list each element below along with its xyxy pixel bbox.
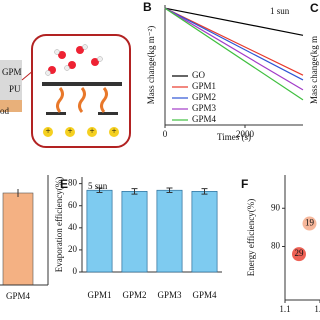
bar xyxy=(191,191,218,273)
bar xyxy=(156,189,183,273)
legend-label: GO xyxy=(192,70,205,80)
y-tick-label: 80 xyxy=(68,178,78,188)
diagram-label: GPM xyxy=(2,67,22,77)
line xyxy=(164,7,304,81)
legend-label: GPM3 xyxy=(192,103,217,113)
y-tick-label: 40 xyxy=(68,222,78,232)
y-axis-title: Mass change(kg m⁻²) xyxy=(146,26,156,104)
svg-text:+: + xyxy=(111,126,116,136)
molecules xyxy=(45,44,103,76)
zoom-box xyxy=(31,34,131,148)
point xyxy=(302,216,317,231)
partial-bar-panel: GPM4 xyxy=(0,175,49,301)
x-tick-label: GPM3 xyxy=(157,290,182,300)
y-tick-label: 60 xyxy=(68,200,78,210)
diagram-label: od xyxy=(0,106,10,116)
charges: + + + + xyxy=(43,126,119,137)
error-bar xyxy=(96,187,103,193)
y-tick-label: 0 xyxy=(73,266,78,276)
annotation: 5 sun xyxy=(88,181,108,191)
panel-label: F xyxy=(241,177,248,191)
line xyxy=(164,7,304,101)
line xyxy=(164,7,304,76)
legend-label: GPM4 xyxy=(192,114,217,124)
plate xyxy=(46,112,66,115)
y-tick-label: 20 xyxy=(68,244,78,254)
plate xyxy=(42,82,122,86)
axis-title: Mass change(kg m xyxy=(309,36,319,104)
error-bar xyxy=(131,188,138,195)
y-axis-title: Energy efficiency(%) xyxy=(246,199,256,276)
panel-label: B xyxy=(143,0,152,14)
layer xyxy=(0,100,22,112)
line xyxy=(164,7,304,91)
point-label: 19 xyxy=(305,218,315,228)
x-tick-label: 1.2 xyxy=(314,304,320,314)
category-label: GPM4 xyxy=(6,291,31,301)
point xyxy=(292,247,306,262)
annotation: 1 sun xyxy=(270,6,290,16)
x-tick-label: GPM2 xyxy=(122,290,146,300)
diagram-label: PU xyxy=(9,84,21,94)
svg-text:+: + xyxy=(89,126,94,136)
panel-label: C xyxy=(310,1,319,15)
x-tick-label: 1.1 xyxy=(279,304,290,314)
svg-text:+: + xyxy=(67,126,72,136)
point-label: 29 xyxy=(295,248,305,258)
y-tick-label: 80 xyxy=(271,241,281,251)
panel-label: E xyxy=(60,177,68,191)
legend-label: GPM1 xyxy=(192,81,216,91)
x-axis-title: Times (s) xyxy=(217,132,251,142)
y-axis-title: Evaporation efficiency(%) xyxy=(54,177,64,273)
bar xyxy=(121,191,148,273)
bar xyxy=(2,192,34,286)
x-tick-label: 2000 xyxy=(236,129,255,139)
svg-text:+: + xyxy=(45,126,50,136)
plate xyxy=(98,112,118,115)
legend-label: GPM2 xyxy=(192,92,216,102)
y-tick-label: 90 xyxy=(271,202,281,212)
schematic: + + + + GPM PU od xyxy=(0,34,131,148)
x-tick-label: GPM4 xyxy=(192,290,217,300)
x-tick-label: GPM1 xyxy=(87,290,111,300)
x-tick-label: 0 xyxy=(163,129,168,139)
error-bar xyxy=(201,188,208,195)
axes xyxy=(284,175,320,301)
line xyxy=(164,7,304,36)
error-bar xyxy=(166,187,173,193)
bar xyxy=(86,189,113,273)
chains xyxy=(56,87,108,113)
layer xyxy=(0,60,22,100)
